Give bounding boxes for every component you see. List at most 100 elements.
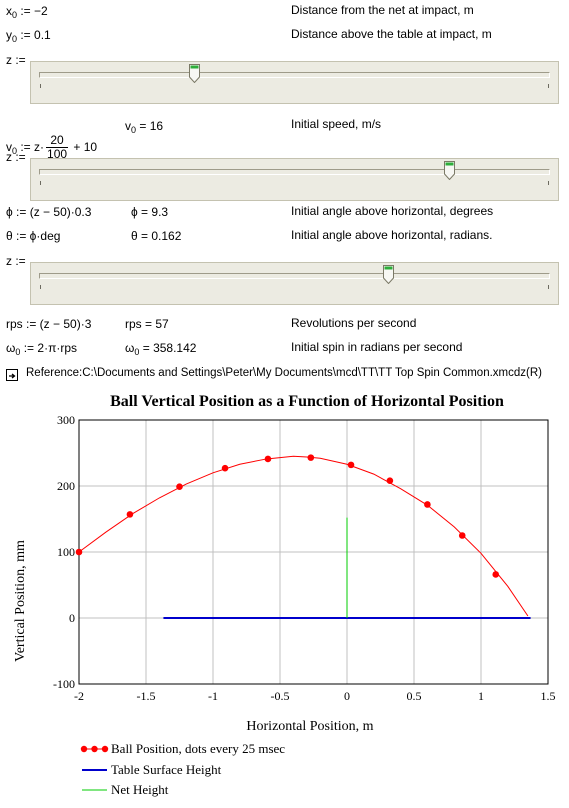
v0-result-symbol: v bbox=[125, 119, 131, 133]
v0-numerator: 20 bbox=[46, 134, 69, 149]
slider-thumb-icon bbox=[443, 161, 455, 181]
ball-position-dot bbox=[264, 455, 272, 463]
y-axis-label: Vertical Position, mm bbox=[13, 540, 28, 662]
x-axis-label: Horizontal Position, m bbox=[246, 719, 373, 734]
y0-definition[interactable]: y0 := 0.1 bbox=[6, 28, 51, 44]
x0-definition[interactable]: x0 := −2 bbox=[6, 4, 48, 20]
slider-tick bbox=[40, 84, 41, 88]
slider-tick bbox=[548, 181, 549, 185]
ball-position-dot bbox=[126, 511, 134, 518]
omega0-result-symbol: ω bbox=[125, 341, 135, 355]
ball-trajectory-line bbox=[78, 455, 529, 617]
y0-symbol: y bbox=[6, 28, 12, 42]
v0-symbol: v bbox=[6, 140, 12, 154]
x-tick-label: -1 bbox=[208, 689, 218, 703]
ball-position-dot bbox=[386, 477, 394, 485]
rps-description: Revolutions per second bbox=[291, 316, 417, 330]
v0-subscript: 0 bbox=[12, 146, 18, 156]
phi-result: ϕ = 9.3 bbox=[131, 205, 169, 219]
phi-definition[interactable]: ϕ := (z − 50)·0.3 bbox=[6, 205, 92, 219]
theta-description: Initial angle above horizontal, radians. bbox=[291, 228, 493, 242]
ball-position-dot bbox=[347, 461, 355, 469]
y0-subscript: 0 bbox=[12, 34, 18, 44]
x-tick-label: 1 bbox=[478, 689, 484, 703]
chart-grid bbox=[78, 419, 549, 685]
slider-thumb[interactable] bbox=[443, 161, 455, 181]
legend-label: Ball Position, dots every 25 msec bbox=[111, 741, 285, 756]
slider-thumb[interactable] bbox=[382, 265, 394, 285]
v0-fraction: 20 100 bbox=[46, 134, 69, 161]
omega0-result-value: = 358.142 bbox=[139, 341, 197, 355]
rps-definition[interactable]: rps := (z − 50)·3 bbox=[6, 317, 92, 331]
v0-result-subscript: 0 bbox=[131, 125, 137, 135]
y0-value: := 0.1 bbox=[17, 28, 51, 42]
rps-result: rps = 57 bbox=[125, 317, 169, 331]
ball-position-dot bbox=[75, 548, 83, 556]
v0-description: Initial speed, m/s bbox=[291, 117, 382, 131]
x-tick-label: -1.5 bbox=[137, 689, 156, 703]
legend-label: Net Height bbox=[111, 782, 169, 797]
y-tick-labels: -100 0 100 200 300 bbox=[53, 413, 75, 691]
x0-symbol: x bbox=[6, 4, 12, 18]
v0-result-value: = 16 bbox=[136, 119, 164, 133]
z-slider-3[interactable] bbox=[30, 262, 559, 305]
legend-label: Table Surface Height bbox=[111, 762, 222, 777]
ball-position-dot bbox=[458, 532, 466, 539]
slider-thumb[interactable] bbox=[189, 64, 201, 84]
omega0-result: ω0 = 358.142 bbox=[125, 341, 197, 357]
reference-path[interactable]: Reference:C:\Documents and Settings\Pete… bbox=[26, 367, 542, 379]
slider-tick bbox=[548, 84, 549, 88]
theta-result: θ = 0.162 bbox=[131, 229, 182, 243]
x-tick-label: 0 bbox=[344, 689, 350, 703]
omega0-symbol: ω bbox=[6, 341, 16, 355]
x0-value: := −2 bbox=[17, 4, 48, 18]
y-tick-label: 0 bbox=[69, 611, 75, 625]
v0-expression: := z· bbox=[17, 140, 45, 154]
ball-position-dot bbox=[492, 571, 500, 578]
phi-description: Initial angle above horizontal, degrees bbox=[291, 204, 494, 218]
x0-description: Distance from the net at impact, m bbox=[291, 3, 474, 17]
legend-dot bbox=[101, 745, 109, 753]
chart: Ball Vertical Position as a Function of … bbox=[13, 393, 556, 797]
x-tick-label: -2 bbox=[74, 689, 84, 703]
slider-thumb-icon bbox=[382, 265, 394, 285]
y-tick-label: -100 bbox=[53, 677, 75, 691]
y0-description: Distance above the table at impact, m bbox=[291, 27, 492, 41]
slider-track[interactable] bbox=[39, 273, 550, 279]
z-label-3: z := bbox=[6, 254, 26, 268]
v0-expression-tail: + 10 bbox=[70, 140, 98, 154]
chart-title: Ball Vertical Position as a Function of … bbox=[110, 393, 504, 410]
z-slider-2[interactable] bbox=[30, 158, 559, 201]
x-tick-label: 1.5 bbox=[541, 689, 556, 703]
slider-tick bbox=[40, 285, 41, 289]
slider-tick bbox=[548, 285, 549, 289]
omega0-definition[interactable]: ω0 := 2·π·rps bbox=[6, 341, 78, 357]
omega0-description: Initial spin in radians per second bbox=[291, 340, 463, 354]
x-tick-label: 0.5 bbox=[407, 689, 422, 703]
y-tick-label: 300 bbox=[57, 413, 75, 427]
ball-position-dot bbox=[221, 464, 229, 472]
slider-tick bbox=[40, 181, 41, 185]
x-tick-labels: -2 -1.5 -1 -0.5 0 0.5 1 1.5 bbox=[74, 689, 556, 703]
y-tick-label: 200 bbox=[57, 479, 75, 493]
reference-arrow-icon[interactable] bbox=[6, 369, 18, 381]
v0-result: v0 = 16 bbox=[125, 119, 164, 135]
x-tick-label: -0.5 bbox=[271, 689, 290, 703]
z-label-1: z := bbox=[6, 53, 26, 67]
legend-dot bbox=[80, 745, 88, 753]
omega0-result-subscript: 0 bbox=[134, 347, 140, 357]
z-slider-1[interactable] bbox=[30, 61, 559, 104]
v0-definition[interactable]: v0 := z· 20 100 + 10 bbox=[6, 132, 97, 162]
slider-track[interactable] bbox=[39, 72, 550, 78]
ball-position-dot bbox=[307, 454, 315, 461]
x0-subscript: 0 bbox=[12, 10, 18, 20]
ball-position-dot bbox=[176, 483, 183, 490]
omega0-expression: := 2·π·rps bbox=[20, 341, 78, 355]
y-tick-label: 100 bbox=[57, 545, 75, 559]
slider-track[interactable] bbox=[39, 169, 550, 175]
legend-dot bbox=[91, 745, 98, 753]
ball-position-dot bbox=[424, 501, 431, 508]
chart-series bbox=[75, 454, 531, 619]
arrow-right-icon bbox=[9, 373, 16, 379]
theta-definition[interactable]: θ := ϕ·deg bbox=[6, 229, 61, 243]
